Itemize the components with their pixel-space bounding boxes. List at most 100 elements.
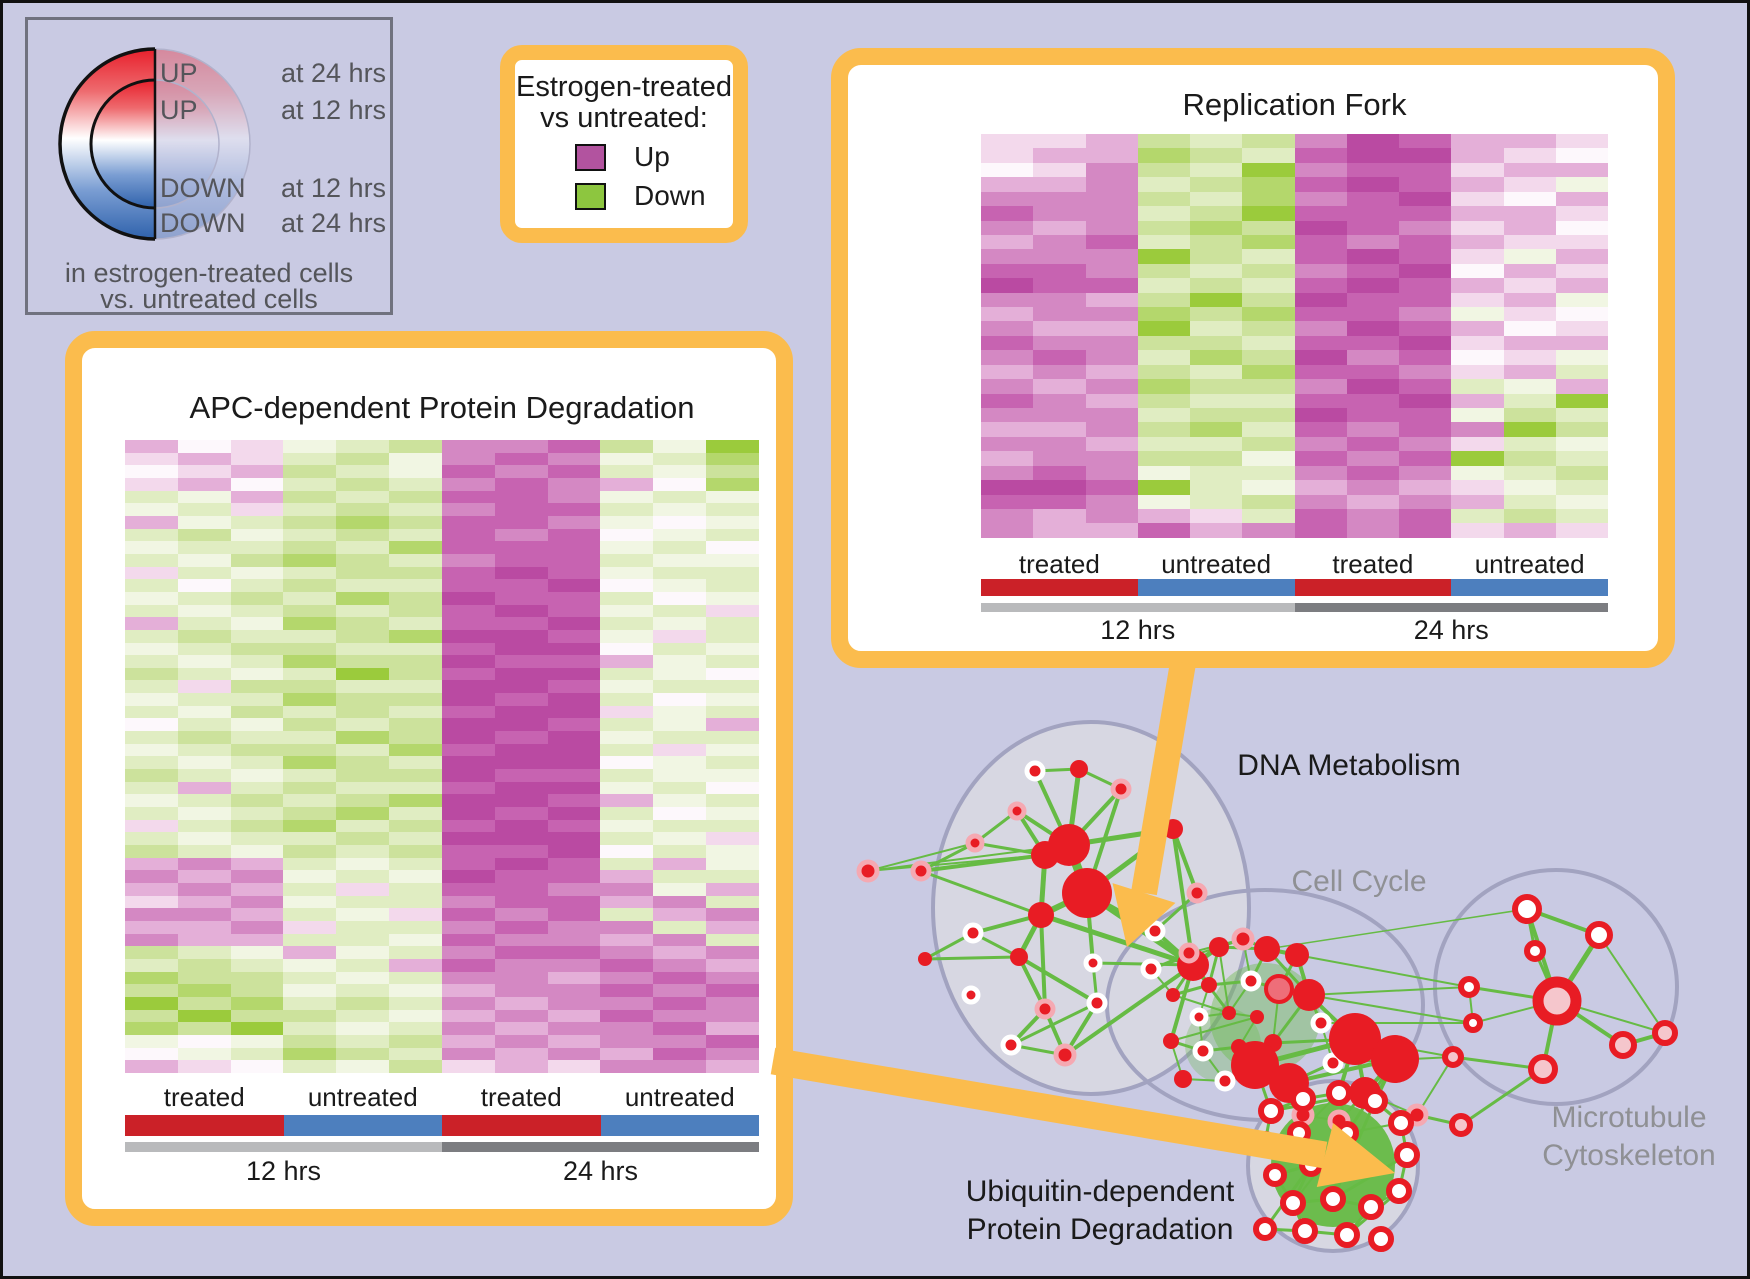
gene-node bbox=[1327, 1109, 1351, 1133]
heatmap-cell bbox=[600, 718, 654, 732]
gene-node bbox=[1463, 1013, 1483, 1033]
heatmap-cell bbox=[1033, 480, 1086, 495]
heatmap-cell bbox=[336, 971, 390, 985]
heatmap-cell bbox=[494, 1022, 548, 1035]
heatmap-row bbox=[125, 933, 759, 947]
network-edge bbox=[1291, 1164, 1313, 1204]
heatmap-cell bbox=[1346, 335, 1399, 351]
heatmap-cell bbox=[336, 642, 390, 656]
network-edge bbox=[1288, 1061, 1334, 1085]
network-edge bbox=[972, 931, 1020, 959]
network-edge bbox=[867, 854, 1046, 872]
network-edge bbox=[1015, 809, 1071, 847]
heatmap-cell bbox=[1503, 134, 1556, 149]
heatmap-cell bbox=[230, 667, 284, 681]
heatmap-cell bbox=[1399, 436, 1452, 452]
network-edge bbox=[1272, 988, 1280, 1044]
legend-item-up: Up bbox=[575, 141, 733, 173]
ring-label-up-outer: UP bbox=[160, 58, 198, 88]
heatmap-cell bbox=[389, 781, 442, 795]
heatmap-cell bbox=[1451, 451, 1504, 466]
condition-group-label: treated bbox=[163, 1082, 245, 1112]
heatmap-cell bbox=[336, 680, 390, 694]
heatmap-cell bbox=[1242, 451, 1295, 466]
heatmap-cell bbox=[389, 1022, 442, 1035]
heatmap-cell bbox=[1033, 508, 1086, 524]
heatmap-cell bbox=[1137, 494, 1190, 509]
heatmap-cell bbox=[1294, 508, 1347, 524]
heatmap-cell bbox=[547, 718, 601, 732]
heatmap-cell bbox=[981, 480, 1034, 495]
gene-node bbox=[961, 985, 981, 1005]
heatmap-cell bbox=[283, 490, 337, 504]
heatmap-cell bbox=[441, 731, 495, 744]
heatmap-cell bbox=[177, 1022, 231, 1035]
heatmap-cell bbox=[1242, 350, 1295, 365]
heatmap-row bbox=[981, 162, 1608, 178]
network-edge bbox=[1040, 912, 1194, 968]
heatmap-cell bbox=[706, 693, 759, 706]
heatmap-cell bbox=[283, 503, 337, 516]
heatmap-cell bbox=[1555, 234, 1608, 250]
heatmap-cell bbox=[600, 958, 654, 972]
heatmap-cell bbox=[547, 756, 601, 770]
gene-node bbox=[1178, 942, 1200, 964]
heatmap-row bbox=[125, 984, 759, 997]
heatmap-cell bbox=[1033, 307, 1086, 322]
gene-node bbox=[1166, 988, 1180, 1002]
heatmap-row bbox=[981, 177, 1608, 192]
heatmap-cell bbox=[600, 920, 654, 934]
heatmap-cell bbox=[283, 756, 337, 770]
heatmap-cell bbox=[1085, 508, 1138, 524]
heatmap-cell bbox=[283, 984, 337, 997]
gene-node bbox=[1140, 958, 1162, 980]
heatmap-cell bbox=[1033, 523, 1086, 538]
heatmap-cell bbox=[547, 1047, 601, 1061]
heatmap-cell bbox=[283, 895, 337, 909]
heatmap-cell bbox=[494, 908, 548, 921]
heatmap-cell bbox=[441, 1034, 495, 1048]
heatmap-row bbox=[981, 148, 1608, 163]
network-edge bbox=[1556, 1000, 1666, 1034]
heatmap-cell bbox=[389, 920, 442, 934]
heatmap-cell bbox=[1346, 321, 1399, 336]
heatmap-cell bbox=[494, 933, 548, 947]
ring-caption-line1: in estrogen-treated cells bbox=[64, 258, 354, 288]
heatmap-cell bbox=[1399, 364, 1452, 380]
heatmap-cell bbox=[1137, 422, 1190, 437]
network-edge bbox=[1292, 1132, 1348, 1204]
updown-ring-legend: UP at 24 hrs UP at 12 hrs DOWN at 12 hrs… bbox=[25, 17, 393, 315]
heatmap-row bbox=[981, 379, 1608, 394]
heatmap-cell bbox=[1503, 451, 1556, 466]
network-edge bbox=[1238, 1041, 1274, 1049]
heatmap-cell bbox=[706, 579, 759, 592]
gene-node bbox=[1250, 1010, 1264, 1024]
heatmap-cell bbox=[494, 857, 548, 871]
heatmap-cell bbox=[336, 1009, 390, 1023]
heatmap-cell bbox=[1294, 220, 1347, 235]
gene-node bbox=[1322, 1052, 1344, 1074]
gene-node bbox=[1290, 1086, 1316, 1112]
heatmap-cell bbox=[1242, 234, 1295, 250]
heatmap-cell bbox=[441, 591, 495, 605]
gene-node bbox=[1386, 1178, 1412, 1204]
heatmap-cell bbox=[653, 655, 707, 668]
time-group-label: 24 hrs bbox=[1413, 615, 1489, 645]
rf-condition-bar bbox=[981, 579, 1608, 596]
heatmap-cell bbox=[547, 566, 601, 580]
heatmap-row bbox=[981, 263, 1608, 279]
heatmap-cell bbox=[706, 946, 759, 959]
gene-node bbox=[1532, 976, 1582, 1026]
gene-node bbox=[1174, 1070, 1192, 1088]
heatmap-cell bbox=[600, 895, 654, 909]
heatmap-cell bbox=[230, 629, 284, 643]
heatmap-cell bbox=[1555, 408, 1608, 423]
heatmap-cell bbox=[547, 642, 601, 656]
heatmap-cell bbox=[125, 718, 178, 732]
network-edge bbox=[1374, 1099, 1402, 1125]
heatmap-cell bbox=[981, 523, 1034, 538]
heatmap-cell bbox=[653, 1047, 707, 1061]
network-edge bbox=[1010, 1001, 1098, 1047]
heatmap-cell bbox=[125, 591, 178, 605]
cluster-ellipse-3 bbox=[1246, 1079, 1420, 1253]
